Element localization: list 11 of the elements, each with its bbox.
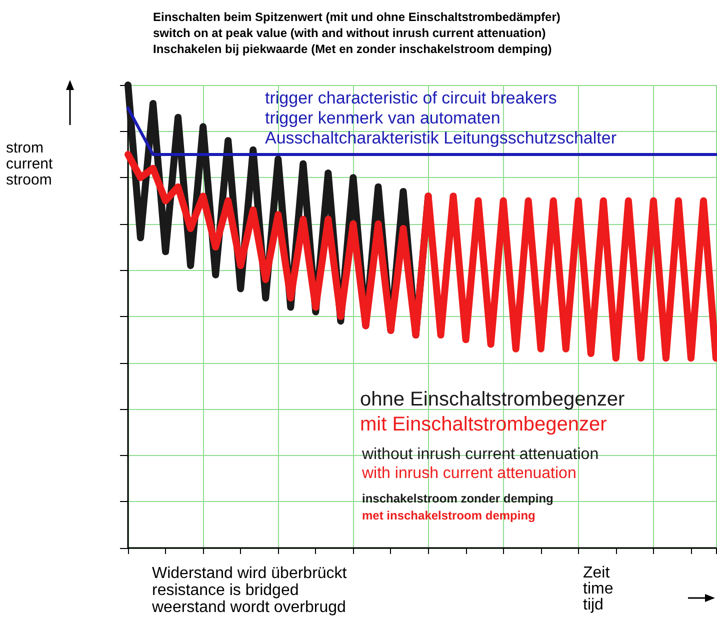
series-label: trigger characteristic of circuit breakers trigger kenmerk van automaten Ausschaltcharakteristik Leitungsschutzschalter bbox=[265, 88, 617, 148]
annotation: without inrush current attenuation bbox=[361, 446, 599, 463]
chart-title: Einschalten beim Spitzenwert (mit und ohne Einschaltstrombedämpfer) switch on at peak value (with and without inrush current attenuation) Inschakelen bij piekwaarde (Met en zonder inschakelstroom demping) bbox=[153, 10, 560, 56]
annotation: with inrush current attenuation bbox=[361, 465, 576, 482]
text: ohne Einschaltstrombegenzer bbox=[360, 388, 625, 410]
annotation: met inschakelstroom demping bbox=[362, 508, 536, 522]
x-axis-title: Zeit time tijd bbox=[583, 564, 614, 614]
text: Widerstand wird überbrückt resistance is bridged weerstand wordt overbrugd bbox=[151, 565, 348, 616]
annotation: inschakelstroom zonder demping bbox=[362, 492, 554, 506]
text: strom current stroom bbox=[6, 140, 54, 188]
text: mit Einschaltstrombegenzer bbox=[360, 414, 608, 436]
